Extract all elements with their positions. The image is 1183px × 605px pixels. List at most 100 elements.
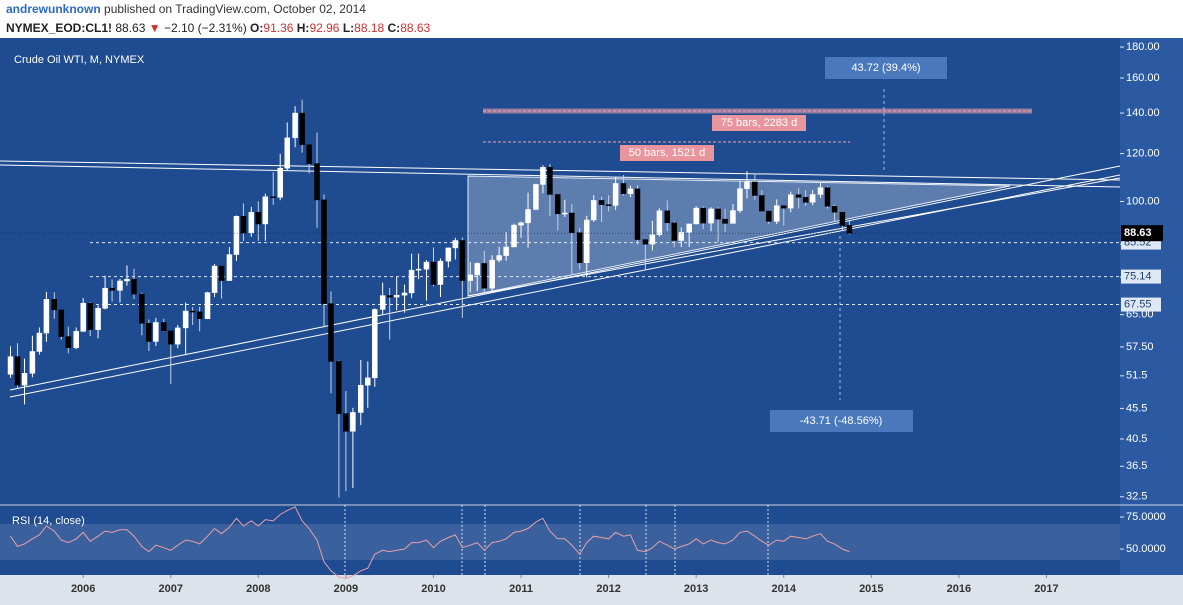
candle-body [65,336,72,349]
y-tick-label: 65.00 [1126,309,1154,321]
quote-line: NYMEX_EOD:CL1! 88.63 ▼ −2.10 (−2.31%) O:… [6,21,431,35]
candle-body [321,199,327,304]
candle-body [664,210,671,224]
candle-body [161,322,167,332]
candle-body [787,194,794,209]
candle-body [649,234,656,245]
candle-body [605,204,612,206]
candle-body [306,144,312,164]
rsi-line [10,506,850,580]
candle-body [562,212,568,215]
candle-body [569,212,575,233]
candle-body [759,195,765,212]
trendline [0,164,1121,188]
candle-body [590,200,597,221]
candle-body [766,210,772,222]
candle-body [809,194,816,203]
price-level-label: 75.14 [1124,270,1152,282]
y-tick-label: 120.00 [1126,147,1160,159]
x-tick-label: 2006 [71,583,95,595]
price-level-label: 67.55 [1124,298,1152,310]
change: −2.10 (−2.31%) [164,21,247,35]
candle-body [525,209,531,224]
range-long-label: 75 bars, 2283 d [721,117,797,129]
low-label: L: [343,21,354,35]
x-tick-label: 2007 [159,583,183,595]
candle-body [117,280,123,291]
measure-down-box [770,410,913,432]
candle-body [583,219,590,263]
candle-body [153,322,159,342]
candle-body [496,255,502,261]
candle-body [642,239,649,245]
candle-body [139,293,145,324]
candle-body [555,194,561,215]
candle-body [21,373,28,386]
close-label: C: [388,21,401,35]
candle-body [124,278,130,282]
candle-body [459,240,466,281]
rsi-tick-label: 50.0000 [1126,543,1166,555]
candle-body [248,211,255,234]
user[interactable]: andrewunknown [6,2,101,16]
candle-body [802,197,809,203]
candle-body [277,167,283,198]
measure-up-box [825,57,947,79]
candle-body [678,232,685,241]
candle-body [73,331,79,349]
y-tick-label: 160.00 [1126,72,1160,84]
y-tick-label: 180.00 [1126,41,1160,53]
candle-body [423,261,430,270]
candle-body [401,292,408,296]
arrow: ▼ [149,21,161,35]
candle-body [87,302,93,330]
candle-body [656,210,663,236]
candle-body [824,187,831,207]
candle-body [58,309,65,337]
candle-body [817,187,824,195]
candle-body [233,216,240,255]
candle-body [773,205,780,222]
candle-body [437,260,444,285]
candle-body [686,223,692,233]
candle-body [358,384,364,413]
candle-body [131,278,137,295]
candle-body [29,351,36,374]
candle-body [547,167,553,195]
plot-background [0,38,1120,575]
candle-body [7,356,14,375]
candle-body [598,200,605,205]
candle-body [299,112,305,145]
candle-body [328,303,334,362]
candle-body [168,330,174,345]
candle-body [780,205,787,209]
header-bg [0,0,1183,38]
high: 92.96 [309,21,339,35]
candle-body [314,163,320,201]
y-tick-label: 45.5 [1126,402,1147,414]
y-tick-label: 32.5 [1126,491,1147,503]
candle-body [737,188,743,211]
header-line: andrewunknown published on TradingView.c… [6,2,366,16]
time-axis [0,575,1183,605]
candle-body [240,216,247,234]
close: 88.63 [400,21,430,35]
candle-body [336,361,342,414]
candle-body [211,265,218,293]
candle-body [846,224,853,234]
candle-body [708,208,714,224]
candle-body [262,196,269,225]
y-tick-label: 57.50 [1126,341,1154,353]
last-price-box [1121,225,1163,242]
candle-body [95,308,101,330]
trendline [9,174,1121,398]
price-measures [839,88,885,400]
x-tick-label: 2010 [421,583,445,595]
candle-body [518,222,524,226]
price-level-box [1121,297,1161,312]
last: 88.63 [115,21,145,35]
y-tick-label: 40.5 [1126,433,1147,445]
x-tick-label: 2012 [596,583,620,595]
measure-down-label: -43.71 (-48.56%) [800,415,883,427]
candle-body [218,265,225,281]
